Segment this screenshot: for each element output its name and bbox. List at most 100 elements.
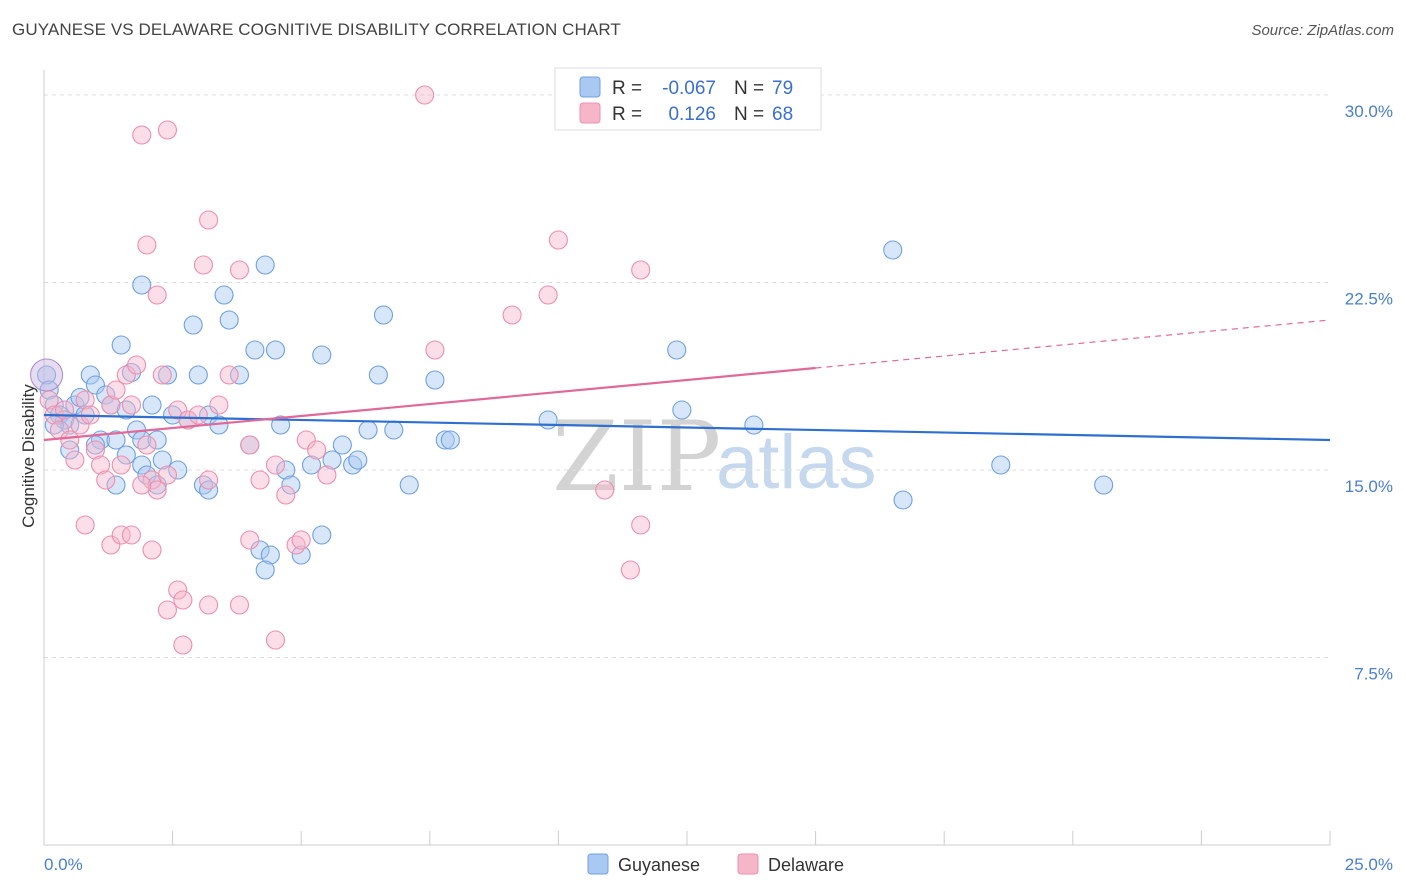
data-point — [60, 430, 80, 450]
data-point — [168, 460, 188, 480]
data-point — [147, 430, 167, 450]
data-point — [260, 545, 280, 565]
data-point — [348, 450, 368, 470]
data-point — [173, 635, 193, 655]
y-tick-label: 22.5% — [1345, 290, 1393, 309]
series-legend-swatch-guyanese — [587, 853, 609, 875]
data-point — [157, 600, 178, 620]
data-point — [265, 455, 286, 475]
series-legend: Guyanese Delaware — [587, 853, 844, 875]
data-point — [358, 420, 378, 440]
watermark-atlas: atlas — [716, 420, 877, 505]
series-legend-guyanese: Guyanese — [618, 855, 700, 875]
data-point — [173, 590, 193, 610]
data-point — [219, 365, 239, 385]
data-point — [101, 395, 121, 415]
data-point — [312, 525, 332, 545]
legend-n-label-0: N = — [734, 78, 764, 99]
data-point — [96, 385, 116, 405]
data-point — [199, 480, 219, 500]
data-point — [137, 435, 157, 455]
axes — [43, 70, 1331, 846]
legend-r-label-1: R = — [612, 104, 642, 125]
data-point — [85, 375, 105, 395]
legend-n-value-0: 79 — [772, 78, 793, 99]
data-point — [250, 470, 270, 490]
data-point — [75, 515, 95, 535]
data-point — [157, 465, 178, 485]
data-point — [178, 410, 198, 430]
trend-line — [43, 366, 816, 442]
data-point — [291, 530, 311, 550]
data-point — [631, 260, 651, 280]
data-point — [440, 430, 460, 450]
data-point — [111, 525, 131, 545]
data-point — [384, 420, 404, 440]
data-point — [245, 340, 265, 360]
data-point — [65, 450, 85, 470]
chart-title: GUYANESE VS DELAWARE COGNITIVE DISABILIT… — [12, 20, 621, 39]
data-point — [281, 475, 301, 495]
data-point — [116, 365, 136, 385]
data-point — [1094, 475, 1114, 495]
data-point — [142, 540, 162, 560]
data-point — [209, 395, 229, 415]
data-point — [893, 490, 913, 510]
data-point — [265, 340, 286, 360]
data-point — [152, 365, 172, 385]
data-point — [142, 395, 162, 415]
data-point — [199, 210, 219, 230]
delaware-points — [30, 85, 651, 655]
data-point — [744, 415, 764, 435]
y-tick-label: 15.0% — [1345, 477, 1393, 496]
data-point — [373, 305, 394, 325]
data-point — [250, 540, 270, 560]
data-point — [111, 335, 131, 355]
data-point — [317, 465, 337, 485]
data-point — [96, 470, 116, 490]
data-point — [502, 305, 522, 325]
x-tick-label: 25.0% — [1345, 855, 1393, 874]
legend-n-value-1: 68 — [772, 104, 793, 125]
data-point — [667, 340, 687, 360]
data-point — [265, 630, 286, 650]
data-point — [301, 455, 322, 475]
data-point — [111, 455, 131, 475]
data-point — [240, 530, 260, 550]
data-point — [415, 85, 435, 105]
data-point — [132, 475, 152, 495]
data-point — [157, 120, 178, 140]
data-point — [199, 470, 219, 490]
data-point — [307, 440, 327, 460]
y-tick-labels: 7.5% 15.0% 22.5% 30.0% — [1345, 102, 1393, 684]
data-point — [620, 560, 640, 580]
data-point — [538, 410, 558, 430]
data-point — [60, 440, 80, 460]
data-point — [435, 430, 455, 450]
data-point — [188, 365, 208, 385]
data-point — [425, 340, 445, 360]
legend-swatch-guyanese — [579, 76, 601, 98]
data-point — [219, 310, 239, 330]
data-point — [127, 355, 147, 375]
data-point — [199, 595, 219, 615]
data-point — [132, 125, 152, 145]
data-point — [168, 400, 188, 420]
data-point — [229, 595, 250, 615]
data-point — [30, 358, 64, 392]
data-point — [255, 255, 275, 275]
legend-r-value-0: -0.067 — [662, 78, 716, 99]
data-point — [91, 455, 111, 475]
data-point — [152, 450, 172, 470]
data-point — [106, 380, 126, 400]
data-point — [142, 470, 162, 490]
data-point — [229, 260, 250, 280]
data-point — [255, 560, 275, 580]
data-point — [132, 275, 152, 295]
data-point — [147, 285, 167, 305]
data-point — [291, 545, 311, 565]
source-label: Source: ZipAtlas.com — [1251, 22, 1394, 39]
data-point — [37, 365, 57, 385]
watermark: ZIP atlas — [552, 401, 877, 513]
data-point — [121, 395, 141, 415]
